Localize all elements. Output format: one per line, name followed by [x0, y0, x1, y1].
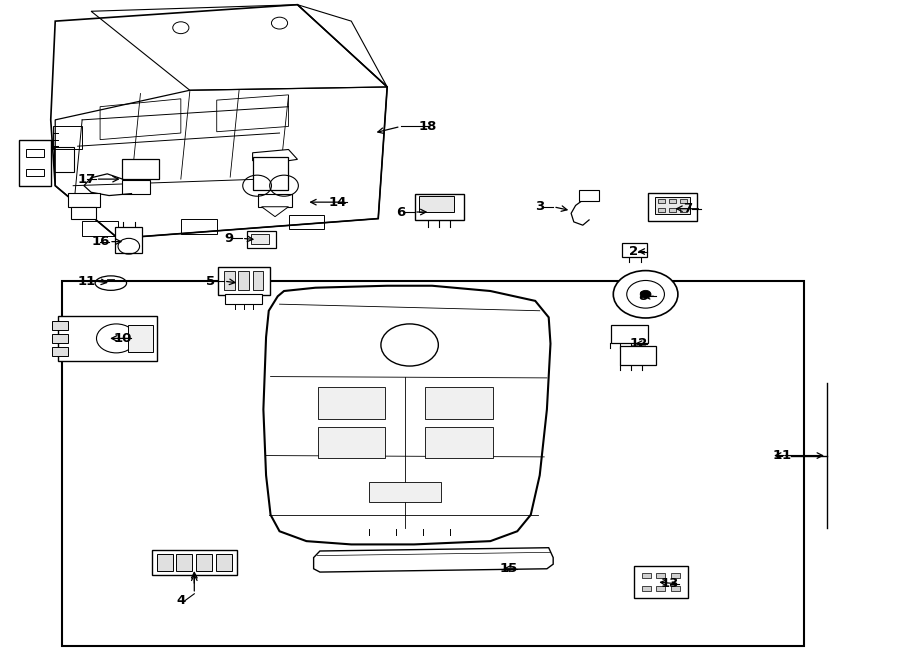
Bar [669, 208, 676, 212]
Bar [68, 193, 100, 208]
Circle shape [626, 280, 664, 308]
Text: 3: 3 [536, 200, 544, 214]
Bar [82, 221, 118, 236]
Text: 13: 13 [661, 578, 680, 590]
Text: 1: 1 [782, 449, 791, 462]
Text: 7: 7 [683, 202, 692, 215]
Bar [620, 346, 656, 365]
Bar [642, 572, 651, 578]
Bar [122, 159, 159, 179]
Text: 16: 16 [91, 235, 110, 248]
Bar [176, 554, 193, 570]
Bar [51, 334, 68, 342]
Bar [369, 482, 441, 502]
Text: 6: 6 [396, 206, 405, 219]
Text: 1: 1 [773, 449, 782, 462]
Bar [610, 325, 648, 343]
Bar [656, 572, 665, 578]
Bar [642, 586, 651, 591]
Bar [51, 321, 68, 330]
Bar [224, 271, 235, 290]
Circle shape [96, 324, 136, 353]
Bar [248, 231, 276, 249]
Bar [580, 190, 598, 202]
Bar [670, 586, 680, 591]
Text: 12: 12 [629, 337, 648, 350]
Bar [216, 554, 232, 570]
Bar [218, 267, 270, 295]
Text: 14: 14 [328, 196, 347, 209]
Bar [289, 215, 324, 229]
Bar [680, 199, 687, 203]
Bar [622, 243, 647, 257]
Bar [25, 169, 43, 176]
Text: 9: 9 [224, 232, 233, 245]
Polygon shape [313, 548, 554, 572]
Polygon shape [264, 286, 551, 545]
Bar [157, 554, 173, 570]
Bar [680, 208, 687, 212]
Bar [658, 199, 665, 203]
Bar [658, 208, 665, 212]
Circle shape [640, 290, 651, 298]
Bar [238, 271, 249, 290]
Circle shape [613, 270, 678, 318]
Text: 17: 17 [77, 173, 96, 186]
Bar [225, 293, 263, 304]
Bar [670, 572, 680, 578]
Text: 2: 2 [629, 245, 639, 258]
Bar [654, 197, 690, 214]
Bar [426, 387, 492, 418]
Text: 4: 4 [176, 594, 185, 607]
Bar [415, 194, 464, 220]
Bar [253, 271, 264, 290]
Bar [426, 426, 492, 458]
Text: 8: 8 [638, 290, 648, 303]
Bar [258, 194, 292, 207]
Bar [634, 566, 688, 598]
Bar [251, 234, 269, 245]
Polygon shape [262, 207, 289, 217]
Bar [656, 586, 665, 591]
Bar [122, 180, 150, 194]
Bar [115, 227, 142, 253]
Bar [62, 281, 805, 646]
Bar [648, 193, 698, 221]
Bar [181, 219, 217, 234]
Bar [58, 316, 157, 361]
Bar [71, 208, 96, 219]
Bar [253, 157, 289, 190]
Bar [128, 325, 153, 352]
Bar [54, 147, 74, 172]
Text: 18: 18 [418, 120, 437, 133]
Bar [25, 149, 43, 157]
Bar [318, 426, 385, 458]
Bar [669, 199, 676, 203]
Bar [419, 196, 454, 212]
Circle shape [381, 324, 438, 366]
Text: 15: 15 [500, 563, 518, 575]
Bar [152, 550, 237, 574]
Text: 10: 10 [113, 332, 132, 345]
Bar [318, 387, 385, 418]
Text: 5: 5 [206, 274, 215, 288]
Bar [51, 347, 68, 356]
Text: 11: 11 [77, 274, 96, 288]
Bar [196, 554, 212, 570]
Polygon shape [253, 149, 298, 161]
